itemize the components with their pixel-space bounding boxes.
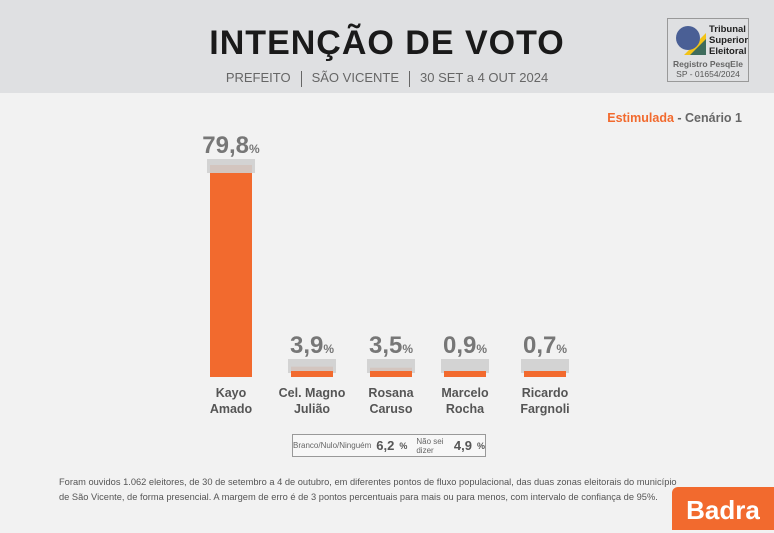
tse-name: Tribunal (709, 24, 746, 35)
category-label: Kayo (216, 386, 247, 400)
value-label: 0,9% (443, 332, 487, 359)
unit: % (402, 342, 413, 356)
dont-know-label: Não sei dizer (416, 436, 444, 455)
category-label: Julião (294, 402, 330, 416)
unit: % (476, 440, 485, 451)
scenario-label: Estimulada - Cenário 1 (607, 111, 742, 125)
value-label: 3,5% (369, 332, 413, 359)
city: SÃO VICENTE (311, 70, 400, 85)
unit: % (249, 142, 260, 156)
bar-base (444, 371, 486, 377)
subtitle: PREFEITO SÃO VICENTE 30 SET a 4 OUT 2024 (0, 70, 774, 87)
category-label: Amado (210, 402, 253, 416)
period: 30 SET a 4 OUT 2024 (420, 70, 549, 85)
tse-name: Superior (709, 35, 749, 46)
page-title: INTENÇÃO DE VOTO (209, 24, 565, 62)
blank-label: Branco/Nulo/Ninguém (293, 441, 372, 450)
bar-cap (288, 359, 336, 373)
bar-base (291, 371, 333, 377)
unit: % (556, 342, 567, 356)
divider (300, 70, 302, 87)
category-label: Cel. Magno (279, 386, 346, 400)
bar-chart: 79,8% Kayo Amado 3,9% Cel. Magno Julião 3,5% Ro… (202, 132, 569, 416)
tse-registration-badge: Tribunal Superior Eleitoral Registro PesqE… (667, 18, 749, 82)
value-label: 79,8% (202, 132, 260, 159)
brand-logo: Badra (672, 487, 774, 530)
category-label: Rocha (446, 402, 485, 416)
unit: % (476, 342, 487, 356)
registro-label: Registro PesqEle (673, 59, 743, 69)
blank-value: 6,2 (376, 438, 395, 453)
value-label: 3,9% (290, 332, 334, 359)
dont-know-value: 4,9 (453, 438, 472, 453)
scenario-name: Cenário 1 (685, 111, 742, 125)
bar-base (370, 371, 412, 377)
bar-cap (441, 359, 489, 373)
bar-cap (367, 359, 415, 373)
category-label: Caruso (369, 402, 412, 416)
category-label: Rosana (368, 386, 414, 400)
category-label: Fargnoli (520, 402, 569, 416)
bar (210, 165, 252, 377)
methodology-note: Foram ouvidos 1.062 eleitores, de 30 de … (59, 477, 677, 502)
category-label: Marcelo (441, 386, 489, 400)
scenario-sep: - (673, 111, 686, 125)
unit: % (323, 342, 334, 356)
registro-number: SP - 01654/2024 (676, 69, 740, 79)
bar-cap (207, 159, 255, 173)
unit: % (399, 440, 408, 451)
bar-base (524, 371, 566, 377)
office: PREFEITO (225, 70, 291, 85)
value-label: 0,7% (523, 332, 567, 359)
header: INTENÇÃO DE VOTO PREFEITO SÃO VICENTE 30 S… (0, 0, 774, 93)
tse-name: Eleitoral (709, 46, 747, 57)
scenario-type: Estimulada (607, 111, 674, 125)
divider (409, 70, 411, 87)
tse-logo-icon (676, 26, 706, 55)
bar-cap (521, 359, 569, 373)
legend-box: Branco/Nulo/Ninguém 6,2% Não sei dizer 4,9… (292, 434, 486, 457)
category-label: Ricardo (522, 386, 569, 400)
